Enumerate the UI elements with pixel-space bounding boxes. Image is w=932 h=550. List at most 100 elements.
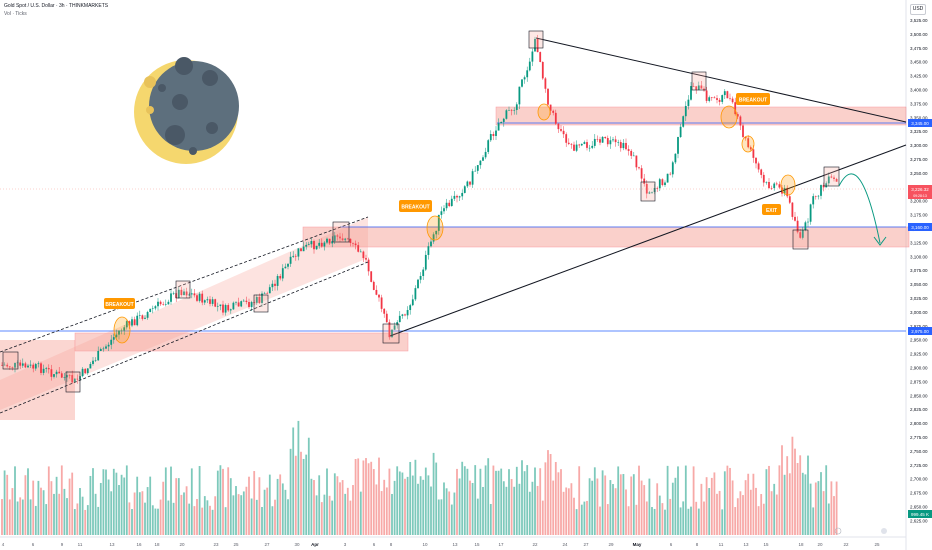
volume-bar [708,488,711,535]
volume-bar [8,499,11,535]
volume-bar [677,466,679,535]
candle-body [34,364,37,369]
candle-body [357,245,360,252]
timezone-icon[interactable] [834,527,842,535]
volume-tag-bg [908,510,932,518]
candle-body [391,329,393,338]
volume-bar [580,504,583,535]
x-tick-label: 25 [233,542,239,547]
candle-body [255,296,258,303]
volume-bar [331,500,334,535]
volume-bar [562,491,565,535]
volume-bar [315,495,318,535]
price-axis[interactable]: 3,525.00 3,500.00 3,475.00 3,450.00 3,425.00… [910,18,928,523]
x-tick-label: May [633,542,642,547]
x-tick-label: 18 [154,542,160,547]
candle-body [120,330,123,332]
candle-body [310,241,313,245]
volume-bar [136,476,139,535]
candle-body [183,291,185,296]
zones [0,106,910,420]
candle-body [736,114,739,117]
zone-high [495,106,907,126]
candle-body [729,98,731,99]
candle-body [375,289,378,295]
candle-body [258,296,261,303]
candle-body [125,321,128,328]
volume-bar [742,495,744,535]
circle-marker-5 [741,135,755,153]
candle-body [450,198,453,207]
candle-body [164,304,167,305]
candle-body [19,362,22,366]
box-2 [65,371,81,393]
candle-body [157,301,159,307]
candle-body [456,195,458,198]
candle-body [523,77,526,80]
volume-bar [81,496,84,535]
candle-body [536,38,539,53]
volume-bar [682,501,685,535]
candle-body [261,293,263,303]
volume-bar [539,468,542,535]
volume-bar [651,507,653,535]
volume-bar [339,482,341,535]
volume-bar [552,480,555,535]
time-axis[interactable]: 4 6 9 11 13 16 18 20 23 25 27 30 Apr 3 6 8 10 13 15 17 22 24 2… [2,542,880,547]
volume-bar [726,465,729,535]
currency-button[interactable]: USD [910,4,926,15]
volume-bar [739,491,742,535]
annotation-labels: BREAKOUT BREAKOUT BREAKOUT EXIT [104,93,781,309]
flag-icon[interactable] [881,528,887,534]
volume-bar [833,496,835,535]
candle-body [695,86,698,90]
volume-bar [500,468,503,535]
breakout-label-1: BREAKOUT [105,302,133,308]
volume-bar [591,480,594,535]
volume-bar [586,500,588,535]
candle-body [92,360,94,364]
candle-body [765,181,768,183]
candle-body [404,314,406,316]
candle-body [664,182,666,186]
candle-body [822,185,825,188]
candle-body [287,263,289,267]
volume-bar [625,489,627,535]
candle-body [346,238,349,240]
candle-body [630,150,633,156]
volume-bar [424,467,427,535]
candle-body [757,163,760,170]
volume-bar [658,495,661,535]
projection-arrowhead [873,236,887,246]
box-6 [382,323,400,344]
candle-body [94,360,97,361]
volume-bar [531,481,534,535]
candle-body [138,315,141,316]
volume-bar [110,491,113,535]
candle-body [268,287,271,294]
volume-bar [692,466,695,535]
candle-body [47,368,50,370]
candle-body [276,276,279,286]
volume-bar [183,492,185,535]
candle-body [565,134,568,143]
volume-bar [471,482,474,535]
candle-body [341,238,344,241]
candle-body [136,315,139,326]
volume-bar [505,486,508,535]
candle-body [801,230,804,238]
candle-body [29,364,32,366]
candle-body [700,85,703,89]
candle-body [794,216,796,221]
volume-bar [768,465,770,535]
volume-bar [71,472,74,535]
candle-body [107,344,110,347]
candle-body [245,300,248,303]
breakout-label-1-bg [104,298,135,309]
candle-body [167,301,170,305]
candle-body [541,61,544,79]
y-tick-label: 2,800.00 [910,421,928,426]
volume-bar [359,491,362,535]
candle-body [799,232,802,238]
